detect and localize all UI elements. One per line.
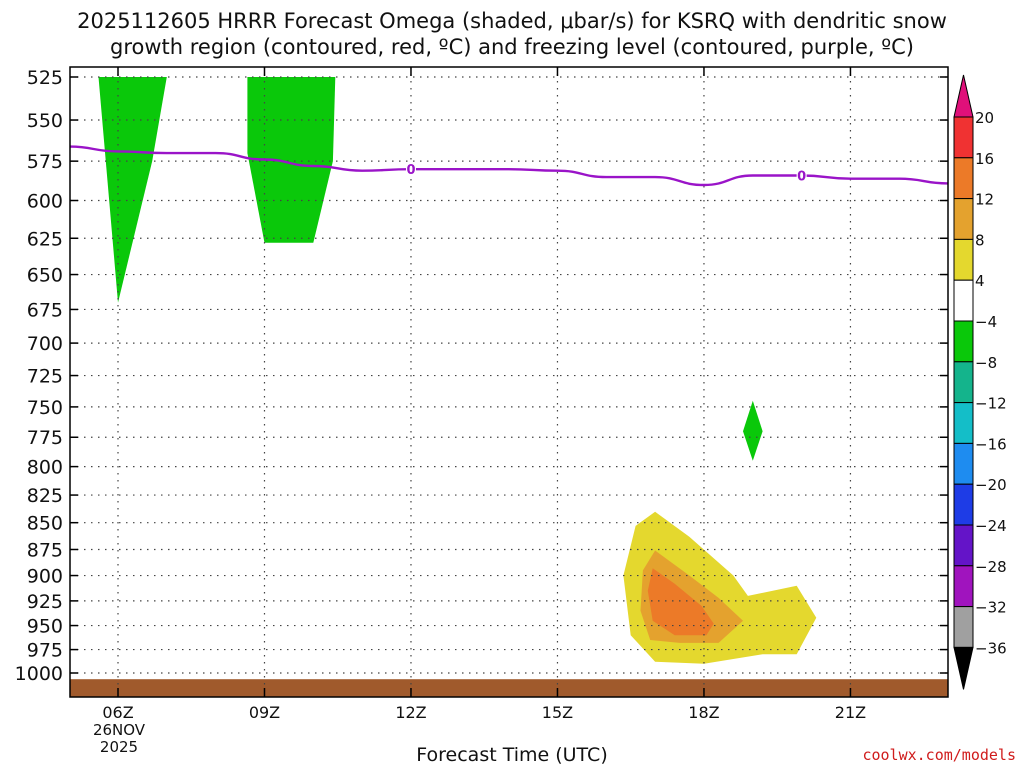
colorbar-label: −24 bbox=[975, 517, 1007, 535]
y-tick-label: 600 bbox=[27, 191, 63, 213]
colorbar-bin bbox=[953, 606, 974, 648]
colorbar-bin bbox=[953, 116, 974, 159]
y-tick-label: 550 bbox=[27, 110, 63, 132]
freezing-level-label: 0 bbox=[797, 170, 806, 185]
x-tick-label: 15Z bbox=[542, 703, 573, 722]
colorbar-label: 20 bbox=[975, 109, 994, 127]
y-tick-label: 775 bbox=[27, 427, 63, 449]
y-tick-label: 925 bbox=[27, 591, 63, 613]
x-tick-label: 21Z bbox=[835, 703, 866, 722]
surface-strip bbox=[70, 679, 948, 697]
colorbar-bin bbox=[953, 320, 974, 363]
colorbar-label: −4 bbox=[975, 313, 997, 331]
plot-area bbox=[70, 67, 948, 697]
colorbar-bin bbox=[953, 157, 974, 200]
x-tick-label: 12Z bbox=[395, 703, 426, 722]
y-tick-label: 700 bbox=[27, 333, 63, 355]
chart-title-line-2: growth region (contoured, red, ºC) and f… bbox=[110, 35, 914, 59]
colorbar-bin bbox=[953, 238, 974, 281]
y-tick-label: 825 bbox=[27, 485, 63, 507]
y-tick-label: 525 bbox=[27, 67, 63, 89]
freezing-level-label-bg bbox=[796, 168, 807, 183]
colorbar-label: −28 bbox=[975, 558, 1007, 576]
colorbar-label: 16 bbox=[975, 150, 994, 168]
chart-title-line-1: 2025112605 HRRR Forecast Omega (shaded, … bbox=[77, 9, 947, 33]
y-tick-label: 675 bbox=[27, 299, 63, 321]
x-tick-label: 18Z bbox=[688, 703, 719, 722]
omega-region-sinking-core bbox=[647, 568, 714, 636]
y-tick-label: 850 bbox=[27, 513, 63, 535]
omega-region-upward-motion-09z bbox=[247, 77, 336, 243]
colorbar-bin bbox=[953, 442, 974, 485]
x-tick-label: 09Z bbox=[249, 703, 280, 722]
colorbar-bin bbox=[953, 524, 974, 567]
y-tick-label: 950 bbox=[27, 616, 63, 638]
y-tick-label: 800 bbox=[27, 457, 63, 479]
omega-region-upward-motion-early bbox=[98, 77, 167, 303]
y-tick-label: 625 bbox=[27, 228, 63, 250]
site-credit: coolwx.com/models bbox=[862, 746, 1016, 764]
colorbar-label: −20 bbox=[975, 476, 1007, 494]
colorbar-label: −36 bbox=[975, 639, 1007, 657]
omega-region-upward-motion-19z bbox=[743, 400, 763, 461]
x-axis-date-year: 2025 bbox=[99, 738, 139, 756]
y-tick-label: 750 bbox=[27, 397, 63, 419]
colorbar-bottom-arrow bbox=[953, 646, 974, 690]
colorbar-label: 12 bbox=[975, 191, 994, 209]
colorbar-label: −16 bbox=[975, 435, 1007, 453]
y-tick-label: 725 bbox=[27, 366, 63, 388]
colorbar-label: 4 bbox=[975, 272, 985, 290]
y-tick-label: 650 bbox=[27, 265, 63, 287]
colorbar-bin bbox=[953, 279, 974, 322]
colorbar-bin bbox=[953, 565, 974, 608]
colorbar-bin bbox=[953, 483, 974, 526]
colorbar-bin bbox=[953, 198, 974, 240]
x-tick-label: 06Z bbox=[102, 703, 133, 722]
colorbar-label: −32 bbox=[975, 599, 1007, 617]
y-tick-label: 900 bbox=[27, 566, 63, 588]
colorbar-bin bbox=[953, 402, 974, 444]
colorbar-label: −12 bbox=[975, 395, 1007, 413]
colorbar-label: −8 bbox=[975, 354, 997, 372]
y-tick-label: 575 bbox=[27, 151, 63, 173]
x-axis-title: Forecast Time (UTC) bbox=[416, 744, 608, 766]
colorbar-top-arrow bbox=[953, 74, 974, 118]
freezing-level-label: 0 bbox=[406, 163, 415, 178]
colorbar-label: 8 bbox=[975, 231, 985, 249]
plot-frame bbox=[69, 66, 949, 698]
freezing-level-label-bg bbox=[405, 162, 416, 177]
x-axis-date-day: 26NOV bbox=[92, 721, 146, 739]
y-tick-label: 975 bbox=[27, 640, 63, 662]
y-tick-label: 875 bbox=[27, 539, 63, 561]
y-tick-label: 1000 bbox=[15, 663, 63, 685]
colorbar-bin bbox=[953, 361, 974, 404]
